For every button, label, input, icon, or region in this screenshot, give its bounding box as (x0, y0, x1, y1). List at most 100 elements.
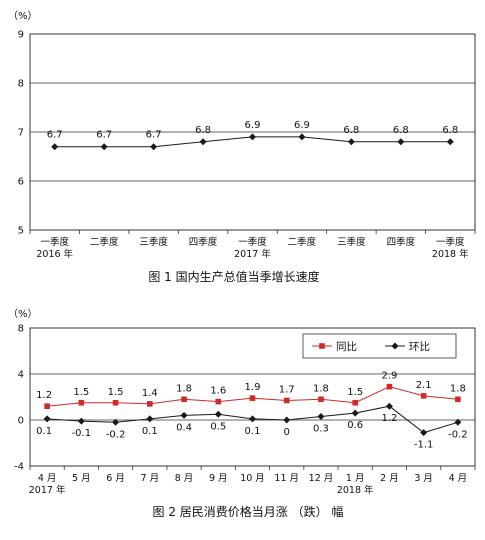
legend-label: 同比 (336, 340, 357, 353)
y-tick-label: 8 (18, 79, 24, 90)
data-label: 1.5 (73, 387, 89, 398)
x-category-label: 四季度 (387, 236, 416, 248)
data-point-marker (100, 143, 108, 151)
data-label: 6.7 (47, 130, 63, 141)
data-point-marker (180, 411, 188, 419)
data-label: 6.7 (96, 130, 112, 141)
x-category-label: 1 月 (346, 473, 365, 484)
data-point-marker (77, 417, 85, 425)
data-label: 1.5 (347, 387, 363, 398)
data-label: 0.1 (142, 426, 158, 437)
x-category-label: 10 月 (240, 473, 265, 484)
data-label: 6.8 (393, 125, 409, 136)
data-label: -1.1 (414, 440, 434, 451)
chart1-x-tick-marks (29, 230, 476, 234)
data-label: 0.6 (347, 420, 363, 431)
data-label: 0.3 (313, 424, 329, 435)
y-tick-label: 6 (18, 177, 24, 188)
x-category-label: 4 月 (38, 473, 57, 484)
data-label: 1.2 (36, 390, 52, 401)
x-category-label: 5 月 (72, 473, 91, 484)
chart1-y-tick-labels: 5 6 7 8 9 (18, 30, 24, 237)
data-point-marker (347, 138, 355, 146)
data-point-marker (385, 402, 393, 410)
data-label: 0.5 (210, 421, 226, 432)
chart2-y-tick-labels: -4 0 4 8 (14, 324, 24, 473)
x-category-label: 8 月 (175, 473, 194, 484)
data-label: 6.8 (442, 125, 458, 136)
data-label: 1.8 (450, 383, 466, 394)
y-tick-label: 4 (18, 370, 24, 381)
chart2-legend: 同比 环比 (302, 333, 457, 359)
x-category-year-label: 2017 年 (29, 484, 66, 496)
data-point-marker (146, 415, 154, 423)
chart2-unit-label: （%） (8, 308, 38, 320)
x-category-year-label: 2018 年 (337, 484, 374, 496)
data-label: 6.7 (146, 130, 162, 141)
data-point-marker (283, 397, 290, 404)
data-point-marker (147, 401, 153, 407)
x-category-year-label: 2017 年 (234, 248, 271, 260)
data-point-marker (181, 396, 187, 403)
data-label: 1.7 (279, 384, 295, 395)
x-category-label: 2 月 (380, 473, 399, 484)
data-point-marker (44, 403, 50, 409)
data-point-marker (397, 138, 405, 146)
chart2-x-tick-marks (29, 466, 476, 470)
y-tick-label: 7 (18, 128, 24, 139)
chart1-caption: 图 1 国内生产总值当季增长速度 (148, 269, 319, 284)
data-label: -0.2 (106, 429, 126, 440)
data-label: 6.9 (245, 120, 261, 131)
data-label: 1.8 (313, 383, 329, 394)
x-category-label: 二季度 (288, 236, 317, 248)
data-point-marker (214, 410, 222, 418)
data-label: -0.1 (72, 428, 92, 439)
chart2-series: 1.2 1.5 1.5 1.4 1.8 1.6 1.9 1.7 1.8 1.5 2.9 2.1 1.8 0… (36, 371, 467, 451)
data-point-marker (298, 133, 306, 141)
data-point-marker (150, 143, 158, 151)
y-tick-label: 8 (18, 324, 24, 335)
data-point-marker (351, 409, 359, 417)
x-category-label: 11 月 (274, 473, 299, 484)
x-category-label: 三季度 (139, 236, 168, 248)
data-point-marker (112, 418, 120, 426)
chart1-series: 6.7 6.7 6.7 6.8 6.9 6.9 6.8 6.8 6.8 (47, 120, 458, 151)
x-category-label: 9 月 (209, 473, 228, 484)
legend-label: 环比 (409, 340, 430, 353)
data-point-marker (317, 413, 325, 421)
data-label: 1.4 (142, 388, 158, 399)
data-point-marker (215, 398, 222, 405)
chart1-unit-label: （%） (8, 10, 38, 22)
x-category-label: 二季度 (90, 236, 119, 248)
data-label: 6.9 (294, 120, 310, 131)
data-label: 1.6 (210, 386, 226, 397)
data-point-marker (249, 133, 256, 141)
x-category-label: 7 月 (141, 473, 160, 484)
data-point-marker (283, 416, 291, 424)
data-label: 0.1 (245, 426, 261, 437)
x-category-label: 6 月 (106, 473, 125, 484)
y-tick-label: 5 (18, 226, 24, 237)
chart2-caption: 图 2 居民消费价格当月涨 （跌） 幅 (153, 504, 344, 519)
chart2-plot-frame (29, 327, 476, 467)
x-category-label: 一季度 (238, 236, 267, 248)
data-point-marker (51, 143, 59, 151)
data-label: 2.1 (416, 380, 432, 391)
y-tick-label: 0 (18, 416, 24, 427)
y-tick-label: -4 (14, 462, 24, 473)
x-category-label: 12 月 (309, 473, 334, 484)
data-label: 0.1 (36, 426, 52, 437)
x-category-year-label: 2016 年 (36, 248, 73, 260)
data-label: 6.8 (195, 125, 211, 136)
y-tick-label: 9 (18, 30, 24, 41)
data-point-marker (420, 429, 428, 437)
data-label: 1.8 (176, 383, 192, 394)
x-category-label: 一季度 (436, 236, 465, 248)
data-point-marker (78, 399, 85, 406)
data-point-marker (318, 396, 324, 403)
data-point-marker (112, 399, 119, 406)
data-label: -0.2 (448, 429, 468, 440)
